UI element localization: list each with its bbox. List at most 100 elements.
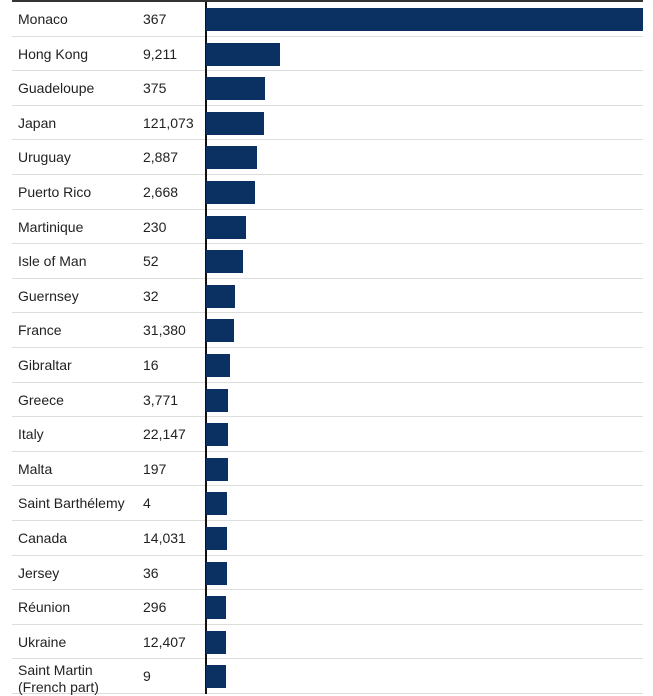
axis-line bbox=[205, 209, 207, 245]
value-label: 14,031 bbox=[143, 529, 186, 546]
value-label: 197 bbox=[143, 460, 167, 477]
bar bbox=[206, 561, 227, 585]
country-name: Gibraltar bbox=[18, 356, 72, 373]
value-label: 52 bbox=[143, 253, 159, 270]
table-row: Japan 121,073 bbox=[12, 105, 643, 141]
bar bbox=[206, 492, 227, 516]
axis-line bbox=[205, 382, 207, 418]
value-label: 3,771 bbox=[143, 391, 179, 408]
value-label: 32 bbox=[143, 287, 159, 304]
table-row: Malta 197 bbox=[12, 451, 643, 487]
table-row: Uruguay 2,887 bbox=[12, 140, 643, 175]
country-name: Guadeloupe bbox=[18, 80, 95, 97]
axis-line bbox=[205, 624, 207, 660]
axis-line bbox=[205, 71, 207, 106]
value-label: 4 bbox=[143, 495, 151, 512]
bar bbox=[206, 77, 265, 101]
axis-line bbox=[205, 244, 207, 279]
country-name: Greece bbox=[18, 391, 64, 408]
value-label: 367 bbox=[143, 11, 167, 27]
bar bbox=[206, 111, 265, 135]
table-row: Puerto Rico 2,668 bbox=[12, 174, 643, 210]
bar bbox=[206, 319, 234, 343]
table-row: Monaco 367 bbox=[12, 2, 643, 37]
bar bbox=[206, 146, 258, 170]
value-label: 9,211 bbox=[143, 45, 177, 62]
country-name: Uruguay bbox=[18, 149, 71, 166]
country-name: Saint Barthélemy bbox=[18, 495, 125, 512]
table-row: Réunion 296 bbox=[12, 590, 643, 625]
bar bbox=[206, 630, 227, 654]
table-row: Martinique 230 bbox=[12, 209, 643, 245]
country-name: France bbox=[18, 322, 62, 339]
bar bbox=[206, 526, 227, 550]
table-row: Isle of Man 52 bbox=[12, 244, 643, 279]
table-row: Canada 14,031 bbox=[12, 520, 643, 556]
axis-line bbox=[205, 590, 207, 625]
country-name: Jersey bbox=[18, 564, 60, 581]
bar bbox=[206, 423, 228, 447]
axis-line bbox=[205, 451, 207, 487]
table-row: Saint Martin (French part) 9 bbox=[12, 659, 643, 696]
country-name: Japan bbox=[18, 114, 57, 131]
axis-line bbox=[205, 313, 207, 348]
bar bbox=[206, 353, 231, 377]
value-label: 121,073 bbox=[143, 114, 194, 131]
country-name: Canada bbox=[18, 529, 68, 546]
country-name: Martinique bbox=[18, 218, 84, 235]
bar bbox=[206, 8, 643, 31]
axis-line bbox=[205, 417, 207, 452]
table-row: Jersey 36 bbox=[12, 555, 643, 591]
table-row: France 31,380 bbox=[12, 313, 643, 348]
bar bbox=[206, 250, 244, 274]
axis-line bbox=[205, 174, 207, 210]
axis-line bbox=[205, 140, 207, 175]
value-label: 230 bbox=[143, 218, 167, 235]
bar bbox=[206, 596, 227, 620]
bar bbox=[206, 388, 228, 412]
country-name: Italy bbox=[18, 426, 44, 443]
country-name: Guernsey bbox=[18, 287, 79, 304]
value-label: 22,147 bbox=[143, 426, 186, 443]
axis-line bbox=[205, 347, 207, 383]
country-name: Monaco bbox=[18, 11, 68, 27]
country-name: Ukraine bbox=[18, 633, 67, 650]
country-name: Hong Kong bbox=[18, 45, 89, 62]
axis-line bbox=[205, 659, 207, 694]
axis-line bbox=[205, 278, 207, 314]
value-label: 2,668 bbox=[143, 183, 179, 200]
value-label: 2,887 bbox=[143, 149, 179, 166]
axis-line bbox=[205, 105, 207, 141]
bar bbox=[206, 457, 228, 481]
table-row: Hong Kong 9,211 bbox=[12, 36, 643, 72]
table-row: Saint Barthélemy 4 bbox=[12, 486, 643, 521]
table-row: Guadeloupe 375 bbox=[12, 71, 643, 106]
table-row: Gibraltar 16 bbox=[12, 347, 643, 383]
axis-line bbox=[205, 2, 207, 37]
bar bbox=[206, 42, 281, 66]
bar bbox=[206, 180, 255, 204]
bar bbox=[206, 215, 247, 239]
value-label: 16 bbox=[143, 356, 159, 373]
bar bbox=[206, 284, 235, 308]
value-label: 31,380 bbox=[143, 322, 186, 339]
axis-line bbox=[205, 520, 207, 556]
value-label: 296 bbox=[143, 599, 167, 616]
bar bbox=[206, 665, 227, 689]
bar-table: Monaco 367 Hong Kong 9,211 Guadeloupe 375 Japa… bbox=[12, 2, 643, 696]
table-row: Guernsey 32 bbox=[12, 278, 643, 314]
value-label: 36 bbox=[143, 564, 159, 581]
country-name: Réunion bbox=[18, 599, 71, 616]
value-label: 12,407 bbox=[143, 633, 186, 650]
country-name: Malta bbox=[18, 460, 53, 477]
axis-line bbox=[205, 36, 207, 72]
country-name: Isle of Man bbox=[18, 253, 87, 270]
axis-line bbox=[205, 486, 207, 521]
table-row: Ukraine 12,407 bbox=[12, 624, 643, 660]
table-top-border bbox=[12, 0, 643, 2]
country-name: Saint Martin (French part) bbox=[18, 662, 99, 696]
table-row: Greece 3,771 bbox=[12, 382, 643, 418]
value-label: 9 bbox=[143, 668, 151, 685]
country-name: Puerto Rico bbox=[18, 183, 92, 200]
table-row: Italy 22,147 bbox=[12, 417, 643, 452]
